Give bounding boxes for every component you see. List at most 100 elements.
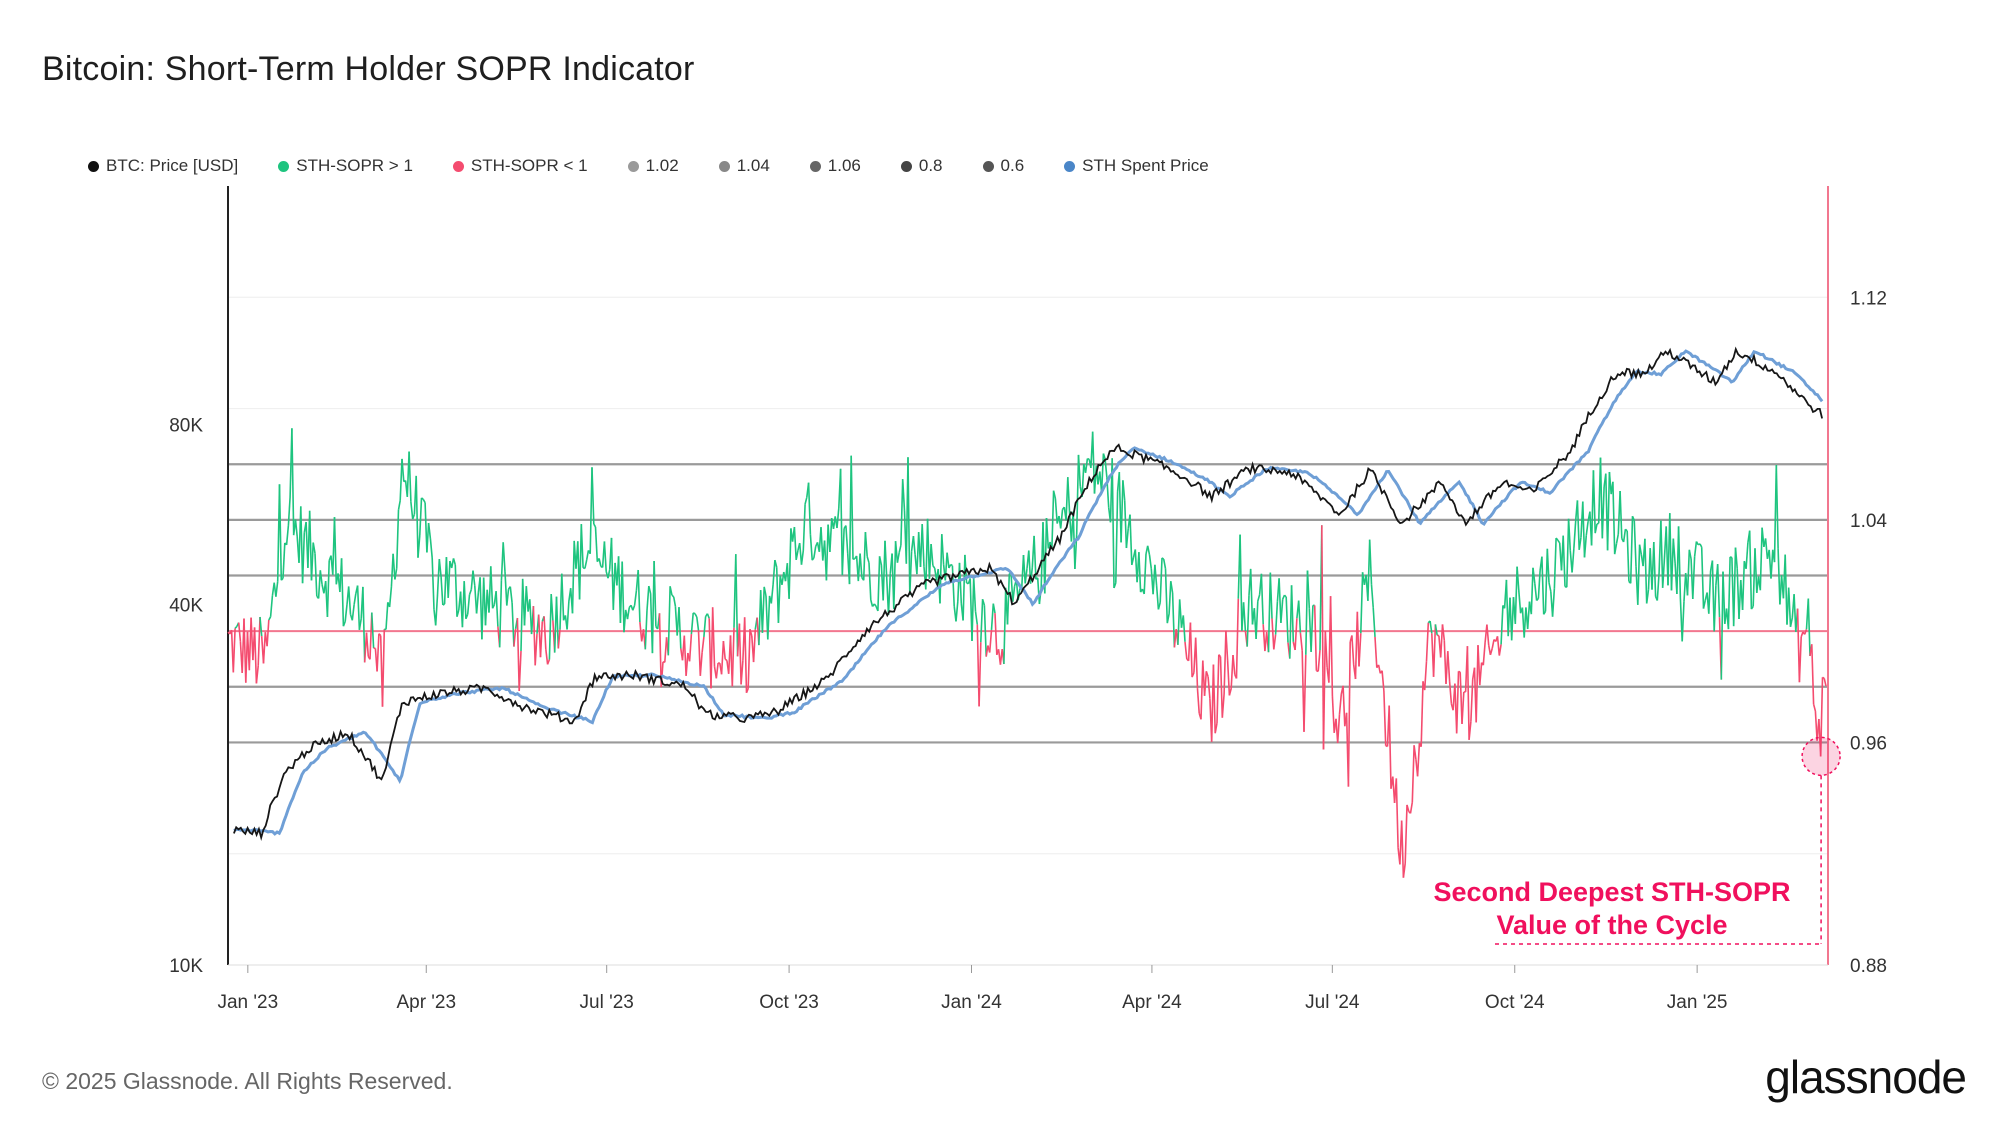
sopr-above-segment [1129,514,1133,566]
sopr-below-segment [1803,628,1808,635]
sopr-below-segment [1317,650,1321,672]
annotation-line-1: Second Deepest STH-SOPR [1433,877,1790,907]
sopr-below-segment [1404,804,1408,864]
sopr-above-segment [1700,547,1705,609]
legend-dot-icon [718,160,730,172]
sopr-below-segment [722,641,726,660]
sopr-above-segment [1429,620,1433,634]
legend-item-1-04[interactable]: 1.04 [718,156,770,176]
sopr-below-segment [1313,605,1318,671]
sopr-above-segment [1631,515,1636,521]
left-tick-label: 40K [169,596,203,617]
sopr-above-segment [1368,539,1373,585]
sopr-above-segment [802,504,806,551]
glassnode-logo[interactable]: glassnode [1765,1051,1967,1103]
chart-title: Bitcoin: Short-Term Holder SOPR Indicato… [42,50,695,88]
sopr-above-segment [351,604,355,621]
sopr-above-segment [981,598,986,606]
sopr-above-segment [278,484,283,581]
tick-labels: Jan '23 Apr '23 Jul '23 Oct '23 Jan '24 Apr '… [169,288,1887,1013]
legend-item-0-6[interactable]: 0.6 [982,156,1024,176]
sopr-above-segment [1033,535,1037,580]
sopr-above-segment [672,596,677,607]
sopr-below-segment [257,616,261,666]
sopr-below-segment [1299,632,1303,651]
sopr-above-segment [495,591,499,627]
sopr-above-segment [1622,529,1627,543]
sopr-above-segment [1761,527,1765,547]
sopr-above-segment [427,522,432,539]
sopr-below-segment [1223,630,1227,695]
sopr-above-segment [234,625,238,629]
annotation-line-2: Value of the Cycle [1496,910,1727,940]
sopr-below-segment [1489,648,1493,656]
legend-item-sopr-below[interactable]: STH-SOPR < 1 [452,156,588,176]
sopr-below-segment [253,627,258,684]
sopr-below-segment [1303,654,1307,732]
sopr-above-segment [269,595,274,617]
sopr-above-segment [388,586,393,608]
sopr-above-segment [1727,556,1731,630]
sopr-above-segment [431,557,435,610]
sopr-above-segment [1697,543,1701,546]
reference-lines [228,463,1828,744]
sopr-above-segment [1113,582,1117,589]
sopr-above-segment [504,571,508,606]
sopr-above-segment [763,586,767,597]
legend-label: STH-SOPR > 1 [296,156,413,175]
sopr-above-segment [1102,453,1106,460]
sopr-above-segment [491,604,496,609]
sopr-above-segment [525,586,529,612]
legend-item-sopr-above[interactable]: STH-SOPR > 1 [278,156,413,176]
sopr-above-segment [1688,549,1692,560]
legend-item-sth-spent-price[interactable]: STH Spent Price [1064,156,1209,176]
sopr-above-segment [1656,572,1660,601]
sopr-below-segment [1823,678,1827,687]
sopr-above-segment [774,559,778,568]
sopr-below-segment [1347,641,1351,787]
sopr-below-segment [731,627,735,687]
sopr-below-segment [715,662,719,679]
sopr-above-segment [440,577,444,606]
sopr-above-segment [1360,572,1364,634]
sopr-above-segment [1171,592,1176,648]
sopr-below-segment [557,629,561,649]
sopr-above-segment [1081,463,1085,497]
sopr-above-segment [703,616,707,637]
sopr-above-segment [1059,509,1064,529]
legend-dot-icon [1064,160,1076,172]
sopr-above-segment [1686,549,1691,596]
sopr-above-segment [506,589,510,606]
sopr-above-segment [1514,566,1518,624]
sopr-above-segment [442,603,445,606]
legend-item-btc-price[interactable]: BTC: Price [USD] [88,156,238,176]
sopr-above-segment [1637,544,1641,605]
legend-item-1-06[interactable]: 1.06 [809,156,861,176]
sopr-below-segment [1448,681,1453,704]
sopr-above-segment [800,550,805,565]
sopr-above-segment [1807,598,1811,657]
sopr-below-segment [1479,662,1483,686]
sopr-above-segment [1075,454,1080,535]
sopr-above-segment [1084,458,1089,473]
legend-item-1-02[interactable]: 1.02 [627,156,679,176]
sopr-above-segment [1537,570,1541,599]
sopr-above-segment [1626,530,1630,582]
sopr-above-segment [678,607,682,649]
sopr-above-segment [408,451,412,502]
sopr-above-segment [951,565,955,607]
sopr-above-segment [1159,557,1163,603]
sopr-above-segment [342,621,346,627]
sopr-above-segment [280,577,284,581]
sopr-below-segment [1486,624,1490,646]
legend-label: 1.04 [736,156,770,175]
sopr-above-segment [362,586,366,663]
right-tick-label: 1.12 [1850,288,1887,309]
sopr-above-segment [340,558,345,627]
sopr-above-segment [395,509,400,569]
sopr-below-segment [1212,664,1216,734]
sopr-above-segment [1067,477,1071,514]
sopr-below-segment [1324,631,1328,668]
legend-item-0-8[interactable]: 0.8 [900,156,943,176]
sopr-below-segment [1196,688,1200,714]
